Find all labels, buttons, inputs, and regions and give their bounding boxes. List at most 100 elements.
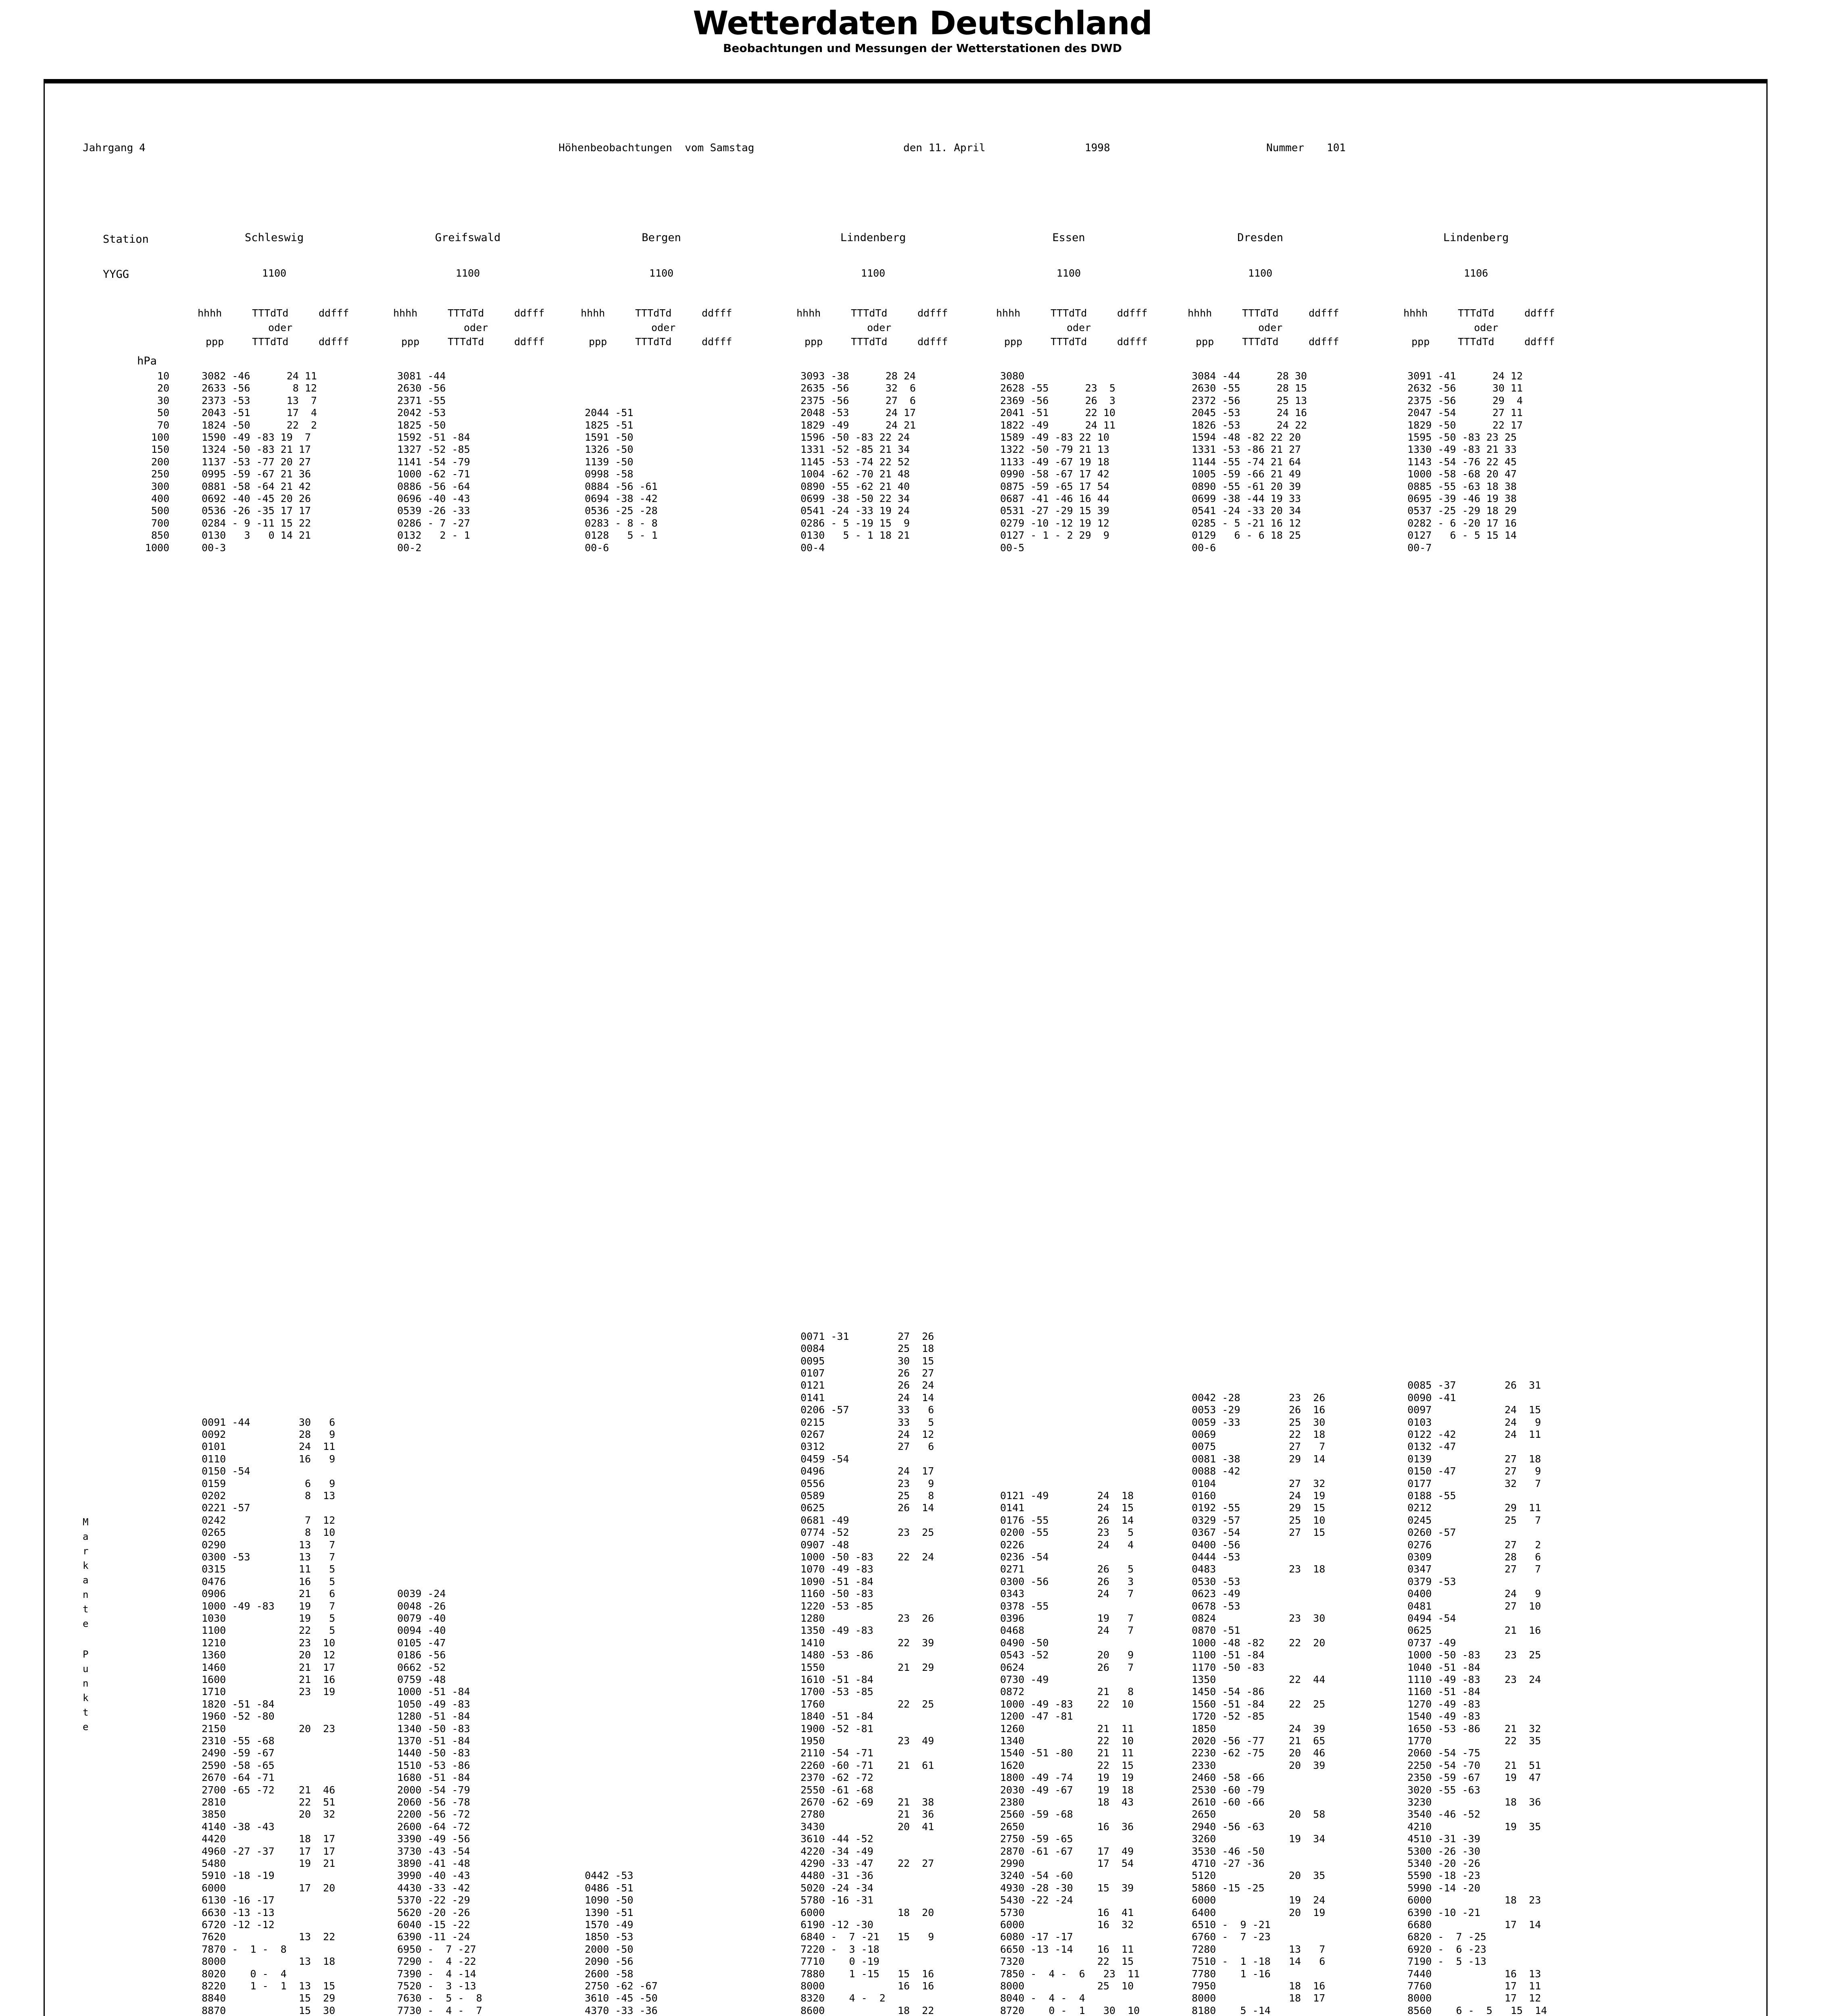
mp-row-1-14: 0476 16 5	[202, 1575, 336, 1587]
mp-row-1-20: 1360 20 12	[202, 1649, 336, 1661]
mp-row-4-34: 1950 23 49	[801, 1735, 934, 1747]
mp-row-6-42: 6000 19 24	[1192, 1894, 1326, 1906]
col-header-oder-2: oder	[464, 322, 488, 333]
mp-row-6-5: 0075 27 7	[1192, 1441, 1326, 1453]
mp-row-3-1: 0442 -53	[585, 1870, 634, 1882]
mp-row-7-33: 2350 -59 -67 19 47	[1407, 1772, 1541, 1784]
mp-row-3-8: 2090 -56	[585, 1956, 634, 1968]
pressure-level-400: 400	[151, 493, 169, 504]
col-header-ddfff2-7: ddfff	[1524, 336, 1555, 348]
mp-row-1-31: 2700 -65 -72 21 46	[202, 1784, 336, 1796]
mp-row-7-8: 0150 -47 27 9	[1407, 1465, 1541, 1477]
mp-row-2-31: 7290 - 4 -22	[397, 1956, 476, 1968]
col-header-tttdtd2-4: TTTdTd	[851, 336, 888, 348]
mp-row-6-7: 0088 -42	[1192, 1465, 1240, 1477]
level-row-5-2: 2628 -55 23 5	[1000, 382, 1115, 394]
mp-row-6-15: 0483 23 18	[1192, 1563, 1326, 1575]
col-header-hhhh-3: hhhh	[581, 307, 605, 319]
level-row-7-1: 3091 -41 24 12	[1407, 370, 1523, 382]
mp-row-5-28: 2650 16 36	[1000, 1820, 1134, 1833]
page-title: Wetterdaten Deutschland	[693, 4, 1153, 42]
mp-row-1-13: 0315 11 5	[202, 1563, 336, 1575]
level-row-3-6: 1591 -50	[585, 431, 634, 443]
level-row-3-10: 0884 -56 -61	[585, 480, 658, 492]
level-row-5-4: 2041 -51 22 10	[1000, 407, 1115, 419]
mp-row-5-34: 5430 -22 -24	[1000, 1894, 1073, 1906]
mp-row-4-11: 0459 -54	[801, 1453, 849, 1465]
col-header-tttdtd-7: TTTdTd	[1458, 307, 1495, 319]
pressure-level-10: 10	[157, 370, 169, 382]
mp-row-5-43: 8720 0 - 1 30 10	[1000, 2004, 1140, 2016]
mp-row-5-8: 0300 -56 26 3	[1000, 1575, 1134, 1587]
mp-row-4-12: 0496 24 17	[801, 1465, 934, 1477]
level-row-2-6: 1592 -51 -84	[397, 431, 470, 443]
mp-row-4-5: 0121 26 24	[801, 1379, 934, 1391]
mp-row-6-38: 3530 -46 -50	[1192, 1845, 1265, 1857]
mp-row-4-30: 1700 -53 -85	[801, 1686, 874, 1698]
station-yygg-7: 1106	[1463, 267, 1489, 279]
mp-row-4-1: 0071 -31 27 26	[801, 1330, 934, 1342]
mp-row-6-20: 0870 -51	[1192, 1624, 1240, 1637]
level-row-7-13: 0282 - 6 -20 17 16	[1407, 517, 1517, 529]
mp-row-6-46: 7280 13 7	[1192, 1943, 1326, 1955]
mp-row-1-27: 2310 -55 -68	[202, 1735, 275, 1747]
mp-row-4-52: 7710 0 -19	[801, 1956, 880, 1968]
pressure-level-1000: 1000	[145, 541, 169, 554]
station-yygg-2: 1100	[455, 267, 480, 279]
mp-row-4-56: 8600 18 22	[801, 2004, 934, 2016]
mp-row-7-28: 1540 -49 -83	[1407, 1710, 1480, 1722]
pressure-level-500: 500	[151, 505, 169, 517]
mp-row-5-38: 6650 -13 -14 16 11	[1000, 1943, 1134, 1955]
mp-row-6-29: 2020 -56 -77 21 65	[1192, 1735, 1326, 1747]
mp-row-6-51: 8180 5 -14	[1192, 2004, 1271, 2016]
col-header-hhhh-7: hhhh	[1403, 307, 1428, 319]
station-yygg-4: 1100	[861, 267, 886, 279]
level-row-5-15: 00-5	[1000, 541, 1025, 554]
level-row-5-13: 0279 -10 -12 19 12	[1000, 517, 1109, 529]
level-row-2-11: 0696 -40 -43	[397, 493, 470, 504]
col-header-ddfff-2: ddfff	[514, 307, 545, 319]
col-header-oder-6: oder	[1258, 322, 1283, 333]
mp-label-char: k	[83, 1692, 89, 1704]
mp-row-6-47: 7510 - 1 -18 14 6	[1192, 1956, 1326, 1968]
mp-row-6-37: 3260 19 34	[1192, 1833, 1326, 1845]
level-row-6-10: 0890 -55 -61 20 39	[1192, 480, 1301, 492]
mp-row-4-35: 2110 -54 -71	[801, 1747, 874, 1759]
mp-row-2-12: 1340 -50 -83	[397, 1722, 470, 1735]
pressure-level-200: 200	[151, 456, 169, 468]
nummer-value: 101	[1327, 142, 1346, 154]
level-row-3-9: 0998 -58	[585, 468, 634, 480]
mp-row-7-1: 0085 -37 26 31	[1407, 1379, 1541, 1391]
mp-row-1-40: 6130 -16 -17	[202, 1894, 275, 1906]
level-row-4-10: 0890 -55 -62 21 40	[801, 480, 910, 492]
mp-row-2-22: 3730 -43 -54	[397, 1845, 470, 1857]
mp-row-2-34: 7630 - 5 - 8	[397, 1992, 482, 2004]
mp-row-4-47: 5780 -16 -31	[801, 1894, 874, 1906]
mp-label-char: r	[83, 1545, 89, 1557]
mp-row-1-18: 1100 22 5	[202, 1624, 336, 1637]
level-row-4-11: 0699 -38 -50 22 34	[801, 493, 910, 504]
mp-row-6-17: 0623 -49	[1192, 1588, 1240, 1600]
mp-row-7-34: 3020 -55 -63	[1407, 1784, 1480, 1796]
station-name-2: Greifswald	[435, 231, 501, 244]
mp-row-4-18: 0907 -48	[801, 1539, 849, 1551]
mp-row-4-43: 4220 -34 -49	[801, 1845, 874, 1857]
mp-label-char: u	[83, 1663, 89, 1674]
level-row-2-2: 2630 -56	[397, 382, 446, 394]
mp-row-2-19: 2200 -56 -72	[397, 1808, 470, 1820]
level-row-2-10: 0886 -56 -64	[397, 480, 470, 492]
mp-row-1-15: 0906 21 6	[202, 1588, 336, 1600]
mp-row-4-10: 0312 27 6	[801, 1441, 934, 1453]
mp-row-6-9: 0160 24 19	[1192, 1490, 1326, 1502]
mp-row-4-28: 1550 21 29	[801, 1661, 934, 1673]
mp-row-4-9: 0267 24 12	[801, 1429, 934, 1440]
mp-row-7-11: 0212 29 11	[1407, 1502, 1541, 1514]
mp-row-6-6: 0081 -38 29 14	[1192, 1453, 1326, 1465]
mp-row-7-16: 0347 27 7	[1407, 1563, 1541, 1575]
pressure-level-850: 850	[151, 529, 169, 541]
mp-row-3-10: 2750 -62 -67	[585, 1980, 658, 1992]
mp-row-4-51: 7220 - 3 -18	[801, 1943, 880, 1955]
mp-row-6-25: 1450 -54 -86	[1192, 1686, 1265, 1698]
mp-row-5-19: 1200 -47 -81	[1000, 1710, 1073, 1722]
col-header-ddfff2-5: ddfff	[1117, 336, 1148, 348]
